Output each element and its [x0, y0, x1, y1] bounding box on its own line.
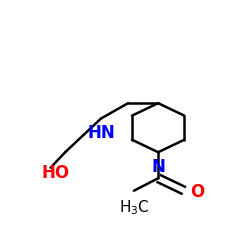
Text: HO: HO: [42, 164, 70, 182]
Text: N: N: [151, 158, 165, 176]
Text: H$_3$C: H$_3$C: [118, 198, 149, 217]
Text: HN: HN: [87, 124, 115, 142]
Text: O: O: [190, 183, 204, 201]
